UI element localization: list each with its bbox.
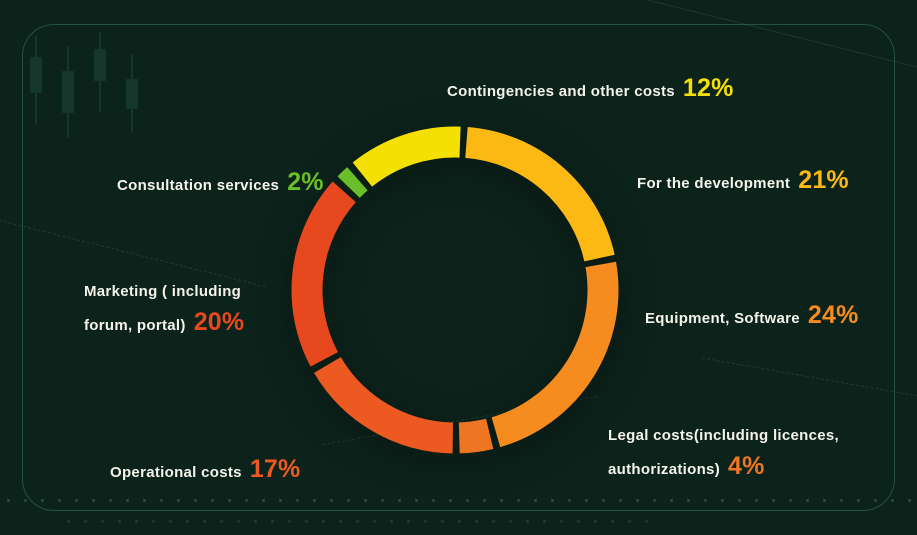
label-legal: Legal costs(including licences, authoriz… [608,420,839,485]
label-equipment: Equipment, Software 24% [645,301,859,330]
label-text: Contingencies and other costs [447,83,675,100]
label-text: Consultation services [117,177,280,194]
label-text: For the development [637,175,791,192]
label-text: Legal costs(including licences, [608,427,840,444]
label-operational: Operational costs 17% [110,455,300,484]
donut-segment-4 [314,356,454,454]
label-text: Operational costs [110,464,242,481]
label-text: Marketing ( including [84,283,242,300]
label-development: For the development 21% [637,166,849,195]
label-pct: 12% [682,74,734,102]
label-pct: 20% [193,308,245,336]
label-text: forum, portal) [84,317,186,334]
label-text: authorizations) [608,461,720,478]
dashed-line-decoration [701,357,917,404]
dotted-line-decoration [60,519,657,524]
label-pct: 2% [287,168,324,196]
donut-chart [275,110,635,470]
donut-segment-3 [458,418,494,454]
label-marketing: Marketing ( including forum, portal) 20% [84,276,244,341]
label-pct: 17% [249,455,301,483]
label-text: Equipment, Software [645,310,800,327]
dotted-line-decoration [0,498,917,503]
label-consultation: Consultation services 2% [117,168,324,197]
donut-chart-svg [291,126,619,454]
donut-segment-0 [352,126,461,187]
donut-segment-1 [464,126,615,262]
donut-segment-2 [491,261,619,448]
trendline-decoration [604,0,917,73]
candlestick-decoration [30,32,138,138]
label-pct: 21% [798,166,849,194]
label-pct: 24% [807,301,859,329]
donut-segment-6 [337,167,368,198]
label-pct: 4% [728,452,765,480]
donut-segment-5 [291,181,357,367]
label-contingencies: Contingencies and other costs 12% [447,74,734,103]
